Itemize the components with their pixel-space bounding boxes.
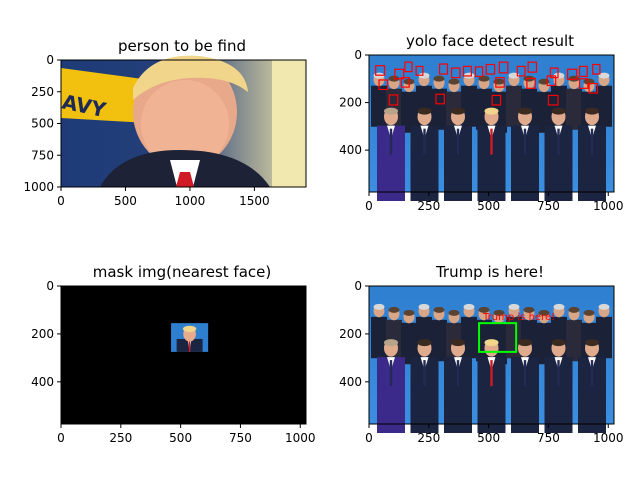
y-tick-label: 400 — [339, 143, 362, 157]
axes-0: 0 500 1000 1500 0 250 500 750 1000 — [23, 53, 307, 208]
face-detection-box — [400, 76, 410, 88]
x-tick-label: 500 — [114, 194, 137, 208]
y-tick-label: 400 — [339, 375, 362, 389]
axes-frame — [60, 285, 307, 425]
y-tick-label: 0 — [354, 48, 362, 62]
y-tick-label: 250 — [31, 85, 54, 99]
x-tick-label: 250 — [109, 431, 132, 445]
face-detection-box — [527, 61, 538, 73]
match-highlight-box — [478, 322, 518, 353]
face-detection-box — [547, 94, 559, 106]
face-detection-box — [592, 63, 601, 75]
face-detection-box — [404, 61, 413, 73]
y-tick-label: 0 — [46, 53, 54, 67]
y-tick-label: 750 — [31, 148, 54, 162]
panel-trump-here: Trump is here! Trump is here! — [369, 263, 614, 433]
x-tick-label: 750 — [537, 199, 560, 213]
x-tick-label: 500 — [169, 431, 192, 445]
panel-yolo-detect: yolo face detect result — [369, 32, 614, 201]
x-tick-label: 1000 — [593, 431, 624, 445]
x-tick-label: 1000 — [285, 431, 316, 445]
panel-person-to-find: person to be find AVY — [60, 37, 306, 187]
y-tick-label: 0 — [46, 279, 54, 293]
face-detection-box — [578, 65, 588, 78]
face-detection-box — [549, 67, 559, 79]
face-detection-box — [588, 82, 599, 94]
face-detection-box — [578, 78, 589, 89]
face-detection-box — [474, 66, 484, 78]
y-tick-label: 400 — [31, 375, 54, 389]
y-tick-label: 200 — [31, 327, 54, 341]
face-detection-box — [546, 75, 557, 87]
face-detection-box — [485, 63, 496, 75]
group-photo-image — [369, 55, 614, 201]
x-tick-label: 0 — [57, 431, 65, 445]
y-tick-label: 1000 — [23, 180, 54, 194]
face-detection-box — [495, 76, 505, 88]
face-detection-box — [450, 67, 461, 79]
face-detection-box — [435, 93, 445, 105]
x-tick-label: 250 — [417, 199, 440, 213]
face-detection-box — [491, 94, 502, 106]
face-detection-box — [378, 79, 389, 91]
x-tick-label: 1000 — [175, 194, 206, 208]
face-detection-box — [388, 94, 399, 106]
x-tick-label: 1500 — [239, 194, 270, 208]
face-detection-box — [526, 77, 536, 89]
axes-1: 0 250 500 750 1000 0 200 400 — [339, 48, 623, 213]
face-detection-box — [394, 68, 405, 80]
face-detection-box — [566, 68, 578, 80]
face-detection-box — [438, 63, 449, 75]
face-detection-box — [462, 65, 473, 77]
y-tick-label: 200 — [339, 96, 362, 110]
x-tick-label: 500 — [477, 431, 500, 445]
face-detection-box — [415, 65, 424, 76]
face-detection-box — [375, 65, 386, 76]
y-tick-label: 500 — [31, 117, 54, 131]
panel-title: yolo face detect result — [406, 32, 574, 50]
x-tick-label: 0 — [365, 431, 373, 445]
x-tick-label: 750 — [229, 431, 252, 445]
y-tick-label: 200 — [339, 327, 362, 341]
x-tick-label: 250 — [417, 431, 440, 445]
panel-title: mask img(nearest face) — [93, 263, 271, 281]
panel-title: Trump is here! — [435, 263, 544, 281]
axes-3: 0 250 500 750 1000 0 200 400 — [339, 279, 623, 445]
match-annotation: Trump is here! — [482, 312, 555, 323]
x-tick-label: 1000 — [593, 199, 624, 213]
mask-background — [61, 286, 306, 424]
face-detection-box — [516, 65, 526, 77]
panel-mask-img: mask img(nearest face) — [61, 263, 306, 424]
group-photo-image — [369, 286, 614, 433]
x-tick-label: 500 — [477, 199, 500, 213]
x-tick-label: 750 — [537, 431, 560, 445]
face-detection-box — [498, 61, 509, 74]
panel-title: person to be find — [118, 37, 246, 55]
masked-face-region — [171, 323, 209, 352]
portrait-image: AVY — [60, 55, 306, 187]
y-tick-label: 0 — [354, 279, 362, 293]
axes-frame — [368, 54, 615, 193]
axes-frame — [368, 285, 615, 425]
x-tick-label: 0 — [57, 194, 65, 208]
axes-2: 0 250 500 750 1000 0 200 400 — [31, 279, 315, 445]
x-tick-label: 0 — [365, 199, 373, 213]
